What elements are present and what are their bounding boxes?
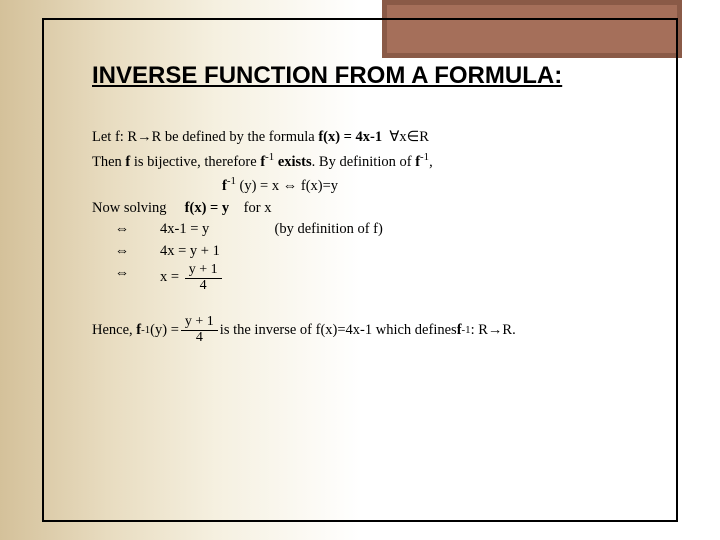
text: R be defined by the formula (152, 129, 319, 145)
forall-icon: ∀ (389, 129, 399, 145)
definition-line-2: Then f is bijective, therefore f-1 exist… (92, 149, 648, 174)
fraction: y + 1 4 (185, 263, 222, 293)
superscript: -1 (227, 175, 236, 187)
text: R. (502, 320, 515, 342)
text: (y) = x (236, 178, 283, 194)
equation: 4x = y + 1 (132, 241, 220, 263)
slide-body: Let f: R→R be defined by the formula f(x… (92, 127, 648, 346)
lhs: x = (160, 267, 179, 289)
element-of-icon: ∈ (407, 129, 420, 145)
numerator: y + 1 (181, 315, 218, 330)
text: Hence, (92, 320, 133, 342)
text: exists (274, 153, 311, 169)
arrow-icon: → (137, 129, 152, 145)
superscript: -1 (462, 322, 471, 338)
inverse-definition: f-1 (y) = x ⇔ f(x)=y (92, 173, 648, 198)
text: Let f: R (92, 129, 137, 145)
superscript: -1 (420, 151, 429, 163)
arrow-icon: → (488, 320, 503, 342)
slide-panel: INVERSE FUNCTION FROM A FORMULA: Let f: … (42, 18, 678, 522)
text: (y) = (150, 320, 179, 342)
iff-icon: ⇔ (92, 241, 132, 263)
numerator: y + 1 (185, 263, 222, 278)
superscript: -1 (265, 151, 274, 163)
equation: f(x) = y (185, 200, 230, 216)
iff-icon: ⇔ (92, 263, 132, 285)
text: Now solving (92, 200, 167, 216)
text: , (429, 153, 433, 169)
fraction: y + 1 4 (181, 315, 218, 345)
text: x (399, 129, 406, 145)
denominator: 4 (185, 278, 222, 294)
equation: 4x-1 = y (by definition of f) (132, 219, 383, 241)
text: for x (244, 200, 272, 216)
step-3: ⇔ x = y + 1 4 (92, 263, 648, 293)
iff-icon: ⇔ (92, 219, 132, 241)
text: f(x)=y (297, 178, 338, 194)
text: is the inverse of f(x)=4x-1 which define… (220, 320, 457, 342)
text: . By definition of (312, 153, 416, 169)
text: : R (471, 320, 488, 342)
solving-line: Now solving f(x) = y for x (92, 198, 648, 220)
conclusion: Hence, f-1 (y) = y + 1 4 is the inverse … (92, 315, 648, 345)
text: is bijective, therefore (130, 153, 260, 169)
slide-title: INVERSE FUNCTION FROM A FORMULA: (92, 62, 648, 91)
definition-line-1: Let f: R→R be defined by the formula f(x… (92, 127, 648, 149)
text: R (419, 129, 429, 145)
iff-icon: ⇔ (283, 178, 298, 194)
equation: x = y + 1 4 (132, 263, 224, 293)
formula: f(x) = 4x-1 (318, 129, 382, 145)
superscript: -1 (141, 322, 150, 338)
step-1: ⇔ 4x-1 = y (by definition of f) (92, 219, 648, 241)
step-2: ⇔ 4x = y + 1 (92, 241, 648, 263)
denominator: 4 (181, 330, 218, 346)
text: Then (92, 153, 125, 169)
note: (by definition of f) (275, 221, 383, 237)
